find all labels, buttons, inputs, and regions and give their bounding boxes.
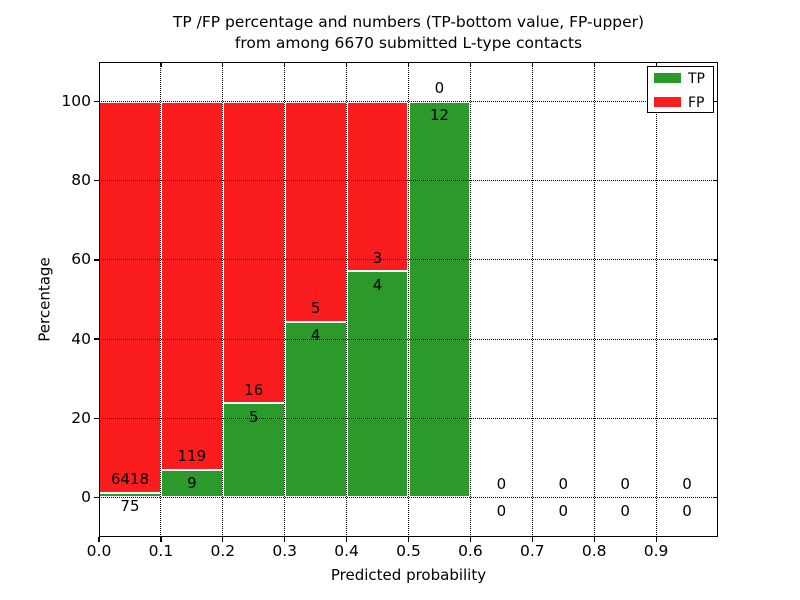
- x-tick-mark: [407, 537, 410, 542]
- fp-count-label: 6418: [110, 470, 150, 489]
- tp-bar-segment: [408, 101, 471, 498]
- x-tick-mark-top: [346, 62, 348, 67]
- v-gridline: [408, 62, 409, 537]
- y-tick-mark: [94, 496, 99, 499]
- y-tick-mark: [94, 417, 99, 419]
- tp-bar-segment: [284, 321, 347, 498]
- fp-count-label: 0: [558, 474, 569, 493]
- fp-count-label: 0: [620, 474, 630, 493]
- v-gridline: [531, 62, 533, 537]
- v-gridline: [469, 62, 471, 537]
- x-tick-mark-top: [593, 62, 595, 67]
- y-tick-label: 0: [81, 487, 91, 506]
- fp-bar-segment: [346, 101, 409, 272]
- fp-count-label: 0: [434, 79, 445, 98]
- plot-area: 6418 75 119 9 16 5 5 4 3 4 0 12 0 0 0 0 0 0 0 0: [99, 62, 718, 537]
- v-gridline: [593, 62, 595, 537]
- tp-count-label: 0: [496, 501, 507, 520]
- fp-bar-segment: [99, 101, 161, 493]
- x-tick-mark-top: [655, 62, 657, 67]
- fp-count-label: 0: [496, 474, 507, 493]
- tp-count-label: 0: [682, 501, 692, 520]
- v-gridline: [655, 62, 657, 537]
- x-tick-label: 0.6: [458, 542, 483, 560]
- v-gridline: [346, 62, 348, 537]
- y-tick-mark: [94, 259, 99, 261]
- x-tick-label: 0.9: [643, 542, 669, 560]
- tp-legend-swatch-icon: [654, 73, 681, 83]
- y-tick-mark-right: [713, 259, 718, 261]
- fp-bar-segment: [222, 101, 285, 404]
- tp-count-label: 4: [310, 326, 321, 345]
- tp-count-label: 9: [187, 474, 197, 493]
- x-tick-label: 0.3: [272, 542, 298, 560]
- y-tick-mark: [94, 180, 99, 182]
- x-tick-label: 0.7: [519, 542, 545, 560]
- y-tick-mark-right: [713, 496, 718, 499]
- x-tick-label: 0.5: [396, 542, 421, 560]
- tp-count-label: 0: [558, 501, 569, 520]
- fp-count-label: 16: [244, 380, 264, 399]
- y-tick-mark-right: [713, 338, 718, 340]
- fp-bar-segment: [160, 101, 223, 470]
- x-tick-mark: [222, 537, 224, 542]
- fp-legend-label: FP: [688, 95, 705, 111]
- x-tick-mark: [593, 537, 595, 542]
- x-tick-mark-top: [407, 62, 410, 67]
- x-tick-mark-top: [222, 62, 224, 67]
- fp-count-label: 3: [372, 248, 383, 267]
- tp-count-label: 0: [620, 501, 630, 520]
- x-tick-mark: [469, 537, 472, 542]
- y-tick-label: 100: [61, 92, 91, 111]
- x-tick-mark-top: [469, 62, 472, 67]
- x-tick-label: 0.1: [148, 542, 174, 560]
- y-tick-mark: [94, 100, 99, 103]
- x-tick-label: 0.8: [581, 542, 607, 560]
- chart-title-line1: TP /FP percentage and numbers (TP-bottom…: [172, 13, 645, 31]
- x-tick-mark-top: [284, 62, 286, 67]
- v-gridline: [160, 62, 162, 537]
- v-gridline: [284, 62, 286, 537]
- y-tick-mark-right: [713, 100, 718, 103]
- fp-count-label: 0: [682, 474, 692, 493]
- y-tick-mark-right: [713, 417, 718, 419]
- fp-count-label: 5: [310, 299, 321, 318]
- x-tick-mark: [531, 537, 533, 542]
- chart-title-line2: from among 6670 submitted L-type contact…: [234, 34, 583, 52]
- y-axis-label: Percentage: [35, 257, 54, 342]
- y-tick-label: 80: [71, 171, 91, 190]
- chart-title: TP /FP percentage and numbers (TP-bottom…: [99, 12, 718, 54]
- x-tick-mark-top: [531, 62, 533, 67]
- fp-bar-segment: [284, 101, 347, 322]
- x-tick-mark-top: [160, 62, 162, 67]
- tp-legend-label: TP: [688, 71, 705, 87]
- tp-bar-segment: [346, 271, 409, 498]
- tp-count-label: 12: [429, 106, 449, 125]
- x-tick-label: 0.2: [210, 542, 236, 560]
- y-tick-label: 40: [71, 329, 91, 348]
- tp-count-label: 5: [248, 407, 259, 426]
- x-tick-mark: [655, 537, 657, 542]
- x-tick-label: 0.0: [86, 542, 112, 560]
- y-tick-mark-right: [713, 180, 718, 182]
- tp-count-label: 4: [372, 275, 383, 294]
- y-tick-label: 60: [71, 250, 91, 269]
- x-tick-mark: [284, 537, 286, 542]
- fp-count-label: 119: [177, 447, 207, 466]
- x-tick-mark: [98, 537, 100, 542]
- x-tick-mark: [160, 537, 162, 542]
- fp-legend-swatch-icon: [654, 97, 681, 107]
- y-tick-label: 20: [71, 408, 91, 427]
- tp-bar-segment: [222, 403, 285, 498]
- v-gridline: [222, 62, 224, 537]
- x-tick-mark: [346, 537, 348, 542]
- x-axis-label: Predicted probability: [330, 566, 487, 584]
- tp-count-label: 75: [120, 497, 140, 516]
- x-tick-label: 0.4: [334, 542, 359, 560]
- legend: TP FP: [647, 66, 714, 113]
- y-tick-mark: [94, 338, 99, 340]
